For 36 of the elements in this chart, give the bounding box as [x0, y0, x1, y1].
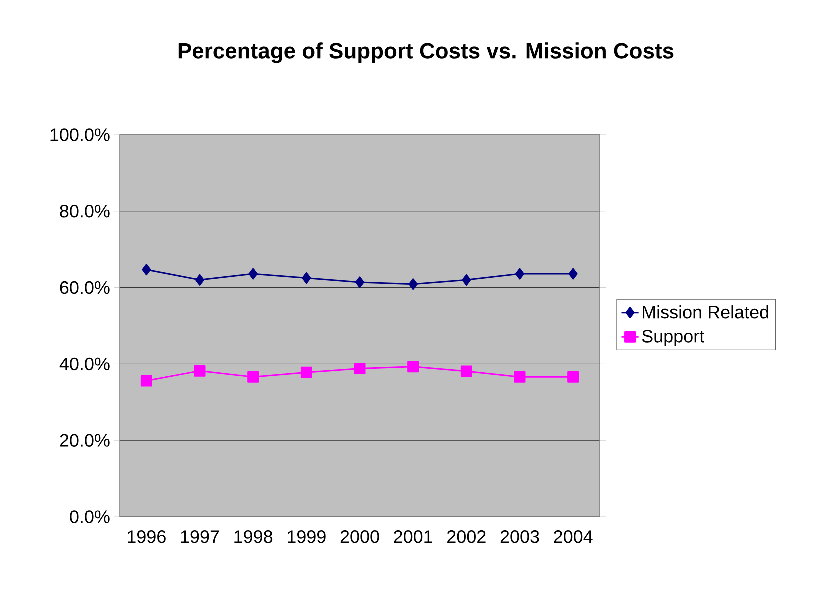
y-tick-label: 40.0%: [60, 358, 110, 371]
x-tick-label: 2000: [340, 530, 380, 544]
point: [196, 274, 204, 286]
point: [300, 366, 312, 378]
point: [516, 268, 524, 280]
point: [248, 371, 260, 383]
y-tick-label: 100.0%: [50, 128, 110, 142]
point: [408, 278, 418, 290]
x-tick-label: 2003: [500, 530, 540, 544]
point: [460, 366, 472, 378]
x-tick-label: 2001: [394, 530, 432, 544]
point: [568, 371, 580, 383]
y-tick-label: 80.0%: [60, 205, 110, 218]
point: [140, 375, 152, 387]
point: [142, 264, 152, 276]
point: [302, 272, 312, 284]
chart-title: Percentage of Support Costs vs. Mission Costs: [178, 42, 674, 64]
y-tick-label: 60.0%: [60, 281, 110, 294]
point: [356, 276, 364, 288]
point: [568, 268, 578, 280]
x-tick-label: 1996: [128, 530, 166, 544]
point: [514, 371, 526, 383]
x-tick-label: 2004: [554, 530, 593, 544]
point: [354, 363, 366, 375]
x-tick-label: 1997: [181, 530, 220, 544]
y-tick-label: 0.0%: [70, 510, 110, 524]
legend-label: Mission Related: [643, 306, 768, 319]
point: [408, 361, 420, 373]
x-tick-label: 2002: [448, 530, 486, 544]
y-tick-label: 20.0%: [60, 434, 110, 447]
x-tick-label: 1999: [288, 530, 326, 544]
point: [194, 365, 206, 377]
legend-label: Support: [642, 330, 704, 346]
point: [462, 274, 472, 286]
x-tick-label: 1998: [234, 530, 273, 544]
point: [248, 268, 258, 280]
